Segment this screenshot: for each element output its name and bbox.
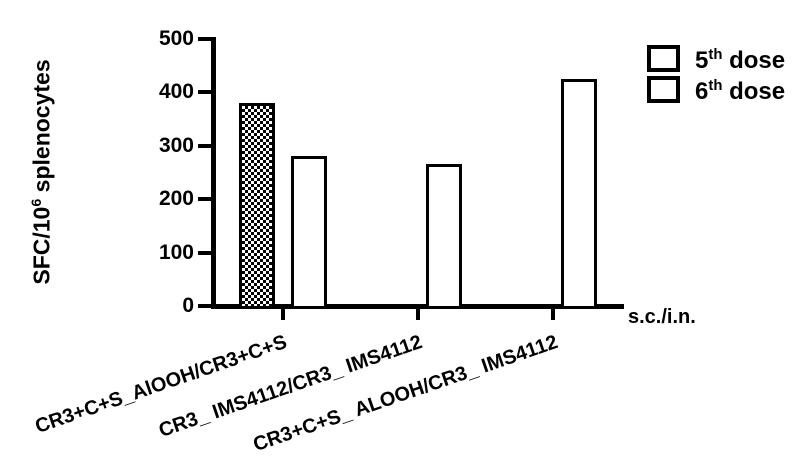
legend-label-5th-dose: 5th dose <box>695 41 785 75</box>
legend: 5th dose 6th dose <box>647 44 785 106</box>
legend-6-sup: th <box>708 78 723 94</box>
legend-swatch-checker-icon <box>647 44 680 72</box>
legend-swatch-plain-icon <box>647 75 680 103</box>
y-tick-label-400: 400 <box>158 80 194 104</box>
legend-label-6th-dose: 6th dose <box>695 72 785 106</box>
legend-row-6th-dose: 6th dose <box>647 72 785 106</box>
legend-6-num: 6 <box>695 78 709 105</box>
x-tick-group3 <box>551 306 555 320</box>
y-tick-label-0: 0 <box>182 294 194 317</box>
y-tick-400 <box>198 90 212 95</box>
x-axis-end-label: s.c./i.n. <box>628 306 696 328</box>
y-tick-0 <box>198 304 212 308</box>
y-tick-label-100: 100 <box>158 240 194 264</box>
legend-5-num: 5 <box>695 47 709 74</box>
x-tick-group1 <box>281 306 285 320</box>
legend-5-sup: th <box>708 47 723 63</box>
y-axis-title-superscript: 6 <box>28 198 45 207</box>
y-tick-label-500: 500 <box>158 27 194 50</box>
y-axis-title: SFC/106 splenocytes <box>29 59 56 284</box>
legend-row-5th-dose: 5th dose <box>647 41 785 75</box>
y-axis-line <box>211 37 216 309</box>
y-tick-300 <box>198 143 212 148</box>
bar-group2-6th-dose <box>426 164 462 309</box>
y-tick-500 <box>198 37 212 41</box>
y-axis-title-rest: splenocytes <box>28 59 55 199</box>
y-tick-label-200: 200 <box>158 187 194 211</box>
legend-6-rest: dose <box>722 78 786 105</box>
y-tick-100 <box>198 250 212 255</box>
y-tick-label-300: 300 <box>158 133 194 157</box>
bar-group3-6th-dose <box>561 79 597 309</box>
x-tick-group2 <box>416 306 420 320</box>
legend-5-rest: dose <box>722 47 786 74</box>
y-tick-200 <box>198 197 212 202</box>
y-axis-title-base: SFC/10 <box>28 206 55 285</box>
bar-group1-5th-dose <box>239 103 275 309</box>
bar-group1-6th-dose <box>291 156 327 309</box>
